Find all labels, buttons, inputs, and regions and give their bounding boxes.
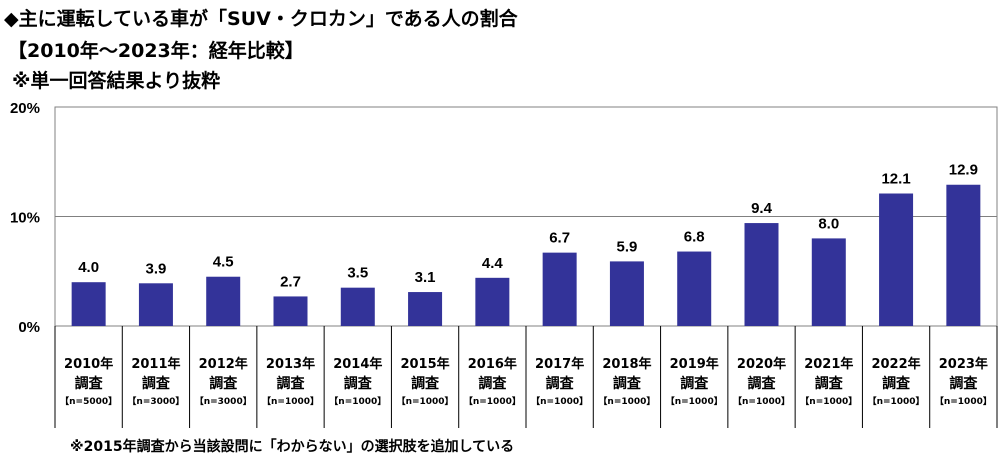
x-tick-sublabel: 調査 [882,375,911,392]
y-tick-label: 0% [18,319,40,336]
x-tick-label: 2015年 [400,356,449,372]
x-tick-label: 2018年 [602,356,651,372]
x-tick-sublabel: 調査 [75,375,104,392]
sample-size-label: 【n=3000】 [127,396,184,407]
data-label: 3.5 [347,265,368,282]
x-tick-sublabel: 調査 [680,375,709,392]
data-label: 12.1 [881,171,910,188]
y-tick-label: 10% [10,210,40,227]
x-tick-sublabel: 調査 [277,375,306,392]
bar [677,251,712,326]
data-label: 6.8 [684,229,705,246]
chart-title: ◆主に運転している車が「SUV・クロカン」である人の割合 [4,8,518,30]
bar [408,292,443,326]
sample-size-label: 【n=1000】 [935,396,992,407]
bar [879,193,914,326]
sample-size-label: 【n=1000】 [464,396,521,407]
sample-size-label: 【n=1000】 [397,396,454,407]
x-tick-sublabel: 調査 [949,375,978,392]
x-tick-label: 2019年 [670,356,719,372]
sample-size-label: 【n=1000】 [531,396,588,407]
data-label: 3.9 [145,260,166,277]
data-label: 9.4 [751,200,773,217]
bar [71,282,106,326]
data-label: 5.9 [616,238,637,255]
x-tick-label: 2017年 [535,356,584,372]
x-tick-label: 2020年 [737,356,786,372]
x-tick-label: 2011年 [131,356,180,372]
data-label: 8.0 [818,215,839,232]
bar [273,296,308,326]
x-tick-sublabel: 調査 [209,375,238,392]
sample-size-label: 【n=1000】 [868,396,925,407]
bar [542,252,577,326]
data-label: 3.1 [415,269,436,286]
sample-size-label: 【n=1000】 [733,396,790,407]
sample-size-label: 【n=1000】 [666,396,723,407]
bar [946,184,981,326]
sample-size-label: 【n=1000】 [262,396,319,407]
sample-size-label: 【n=3000】 [195,396,252,407]
chart-note: ※単一回答結果より抜粋 [12,70,221,92]
x-tick-sublabel: 調査 [613,375,642,392]
x-tick-sublabel: 調査 [411,375,440,392]
data-label: 4.4 [482,255,504,272]
bar [609,261,644,326]
bar [206,276,241,326]
x-tick-label: 2022年 [871,356,920,372]
x-tick-label: 2014年 [333,356,382,372]
x-tick-label: 2016年 [468,356,517,372]
x-tick-sublabel: 調査 [546,375,575,392]
bar [138,283,173,326]
x-tick-label: 2021年 [804,356,853,372]
chart-subtitle: 【2010年～2023年：経年比較】 [8,40,304,62]
sample-size-label: 【n=1000】 [329,396,386,407]
x-tick-sublabel: 調査 [478,375,507,392]
footnote: ※2015年調査から当該設問に「わからない」の選択肢を追加している [70,439,515,455]
bar [811,238,846,326]
sample-size-label: 【n=1000】 [800,396,857,407]
bar [340,287,375,326]
x-tick-label: 2013年 [266,356,315,372]
x-tick-sublabel: 調査 [748,375,777,392]
x-tick-sublabel: 調査 [142,375,171,392]
sample-size-label: 【n=1000】 [598,396,655,407]
y-tick-label: 20% [10,100,40,117]
data-label: 12.9 [949,162,978,179]
bar [744,223,779,326]
data-label: 4.0 [78,259,99,276]
data-label: 4.5 [213,254,234,271]
data-label: 2.7 [280,273,301,290]
data-label: 6.7 [549,230,570,247]
x-tick-label: 2023年 [939,356,988,372]
sample-size-label: 【n=5000】 [60,396,117,407]
x-tick-label: 2012年 [199,356,248,372]
x-tick-sublabel: 調査 [815,375,844,392]
x-tick-sublabel: 調査 [344,375,373,392]
bar [475,277,510,326]
x-tick-label: 2010年 [64,356,113,372]
